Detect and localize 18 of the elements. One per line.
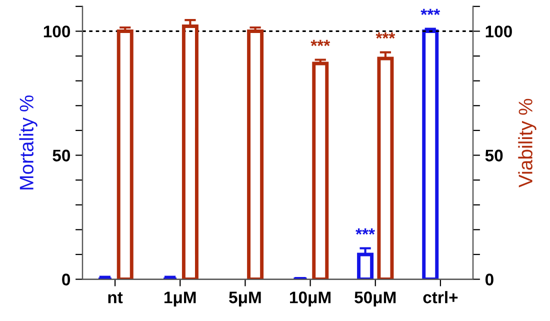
y2-tick-label: 100 xyxy=(486,26,512,38)
y2-tick-label: 50 xyxy=(485,150,503,162)
y-axis-title: Mortality % xyxy=(19,95,38,190)
x-tick-label: 10μM xyxy=(290,292,330,307)
annotation: *** xyxy=(356,228,375,235)
annotation: *** xyxy=(376,32,396,39)
y-tick-label: 100 xyxy=(44,26,70,38)
y-tick-label: 50 xyxy=(52,150,70,162)
annotation: *** xyxy=(310,40,330,46)
y-tick-label: 0 xyxy=(62,274,70,286)
x-tick-label: 50μM xyxy=(354,292,396,307)
x-tick-label: 1μM xyxy=(164,292,196,307)
y2-tick-label: 0 xyxy=(485,274,494,286)
x-tick-label: 5μM xyxy=(229,292,261,307)
x-tick-label: nt xyxy=(108,292,123,304)
y2-axis-title: Viability % xyxy=(518,98,536,188)
x-tick-label: ctrl+ xyxy=(423,291,458,304)
annotation: *** xyxy=(420,8,440,16)
